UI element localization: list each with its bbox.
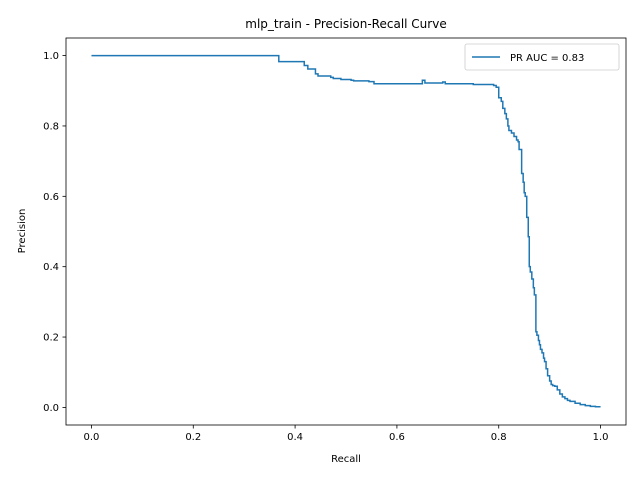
series-layer (91, 54, 601, 408)
legend-box (464, 43, 620, 71)
axes-frame (65, 37, 627, 426)
legend: PR AUC = 0.83 (464, 43, 620, 71)
x-tick-label: 1.0 (593, 432, 609, 443)
y-tick-label: 0.4 (43, 262, 59, 273)
series-line (91, 54, 601, 408)
y-tick-label: 0.0 (43, 403, 59, 414)
y-tick-label: 1.0 (43, 51, 59, 62)
y-tick-label: 0.6 (43, 192, 59, 203)
x-tick-label: 0.6 (389, 432, 405, 443)
y-tick-label: 0.8 (43, 121, 59, 132)
x-tick-label: 0.0 (84, 432, 100, 443)
chart-title: mlp_train - Precision-Recall Curve (245, 17, 446, 31)
y-tick-label: 0.2 (43, 333, 59, 344)
y-axis-label: Precision (17, 209, 28, 254)
x-tick-label: 0.4 (287, 432, 303, 443)
x-axis-label: Recall (331, 454, 361, 465)
x-tick-label: 0.8 (491, 432, 507, 443)
x-tick-label: 0.2 (185, 432, 201, 443)
legend-label: PR AUC = 0.83 (510, 53, 584, 64)
axis-ticks: 0.0 0.2 0.4 0.6 0.8 1.0 0.0 0.2 0.4 0.6 0.8 1.0 (43, 51, 608, 443)
